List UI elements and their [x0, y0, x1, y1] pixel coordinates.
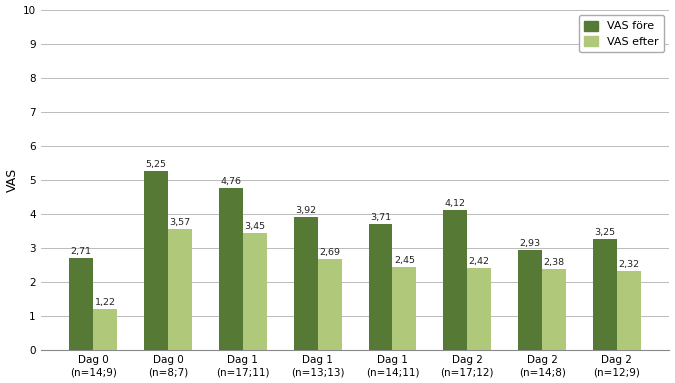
Text: 2,71: 2,71 — [71, 247, 92, 256]
Text: 2,69: 2,69 — [319, 247, 340, 257]
Bar — [518, 250, 542, 350]
Bar — [93, 309, 117, 350]
Text: 5,25: 5,25 — [146, 160, 167, 169]
Bar — [144, 171, 168, 350]
Bar — [542, 269, 566, 350]
Bar — [168, 229, 192, 350]
Text: 3,92: 3,92 — [295, 206, 317, 214]
Text: 2,38: 2,38 — [543, 258, 565, 267]
Legend: VAS före, VAS efter: VAS före, VAS efter — [579, 15, 664, 52]
Bar — [70, 258, 93, 350]
Bar — [443, 210, 467, 350]
Text: 3,71: 3,71 — [370, 213, 391, 222]
Text: 4,12: 4,12 — [445, 199, 466, 208]
Text: 1,22: 1,22 — [95, 298, 115, 306]
Text: 2,32: 2,32 — [618, 260, 639, 269]
Bar — [392, 267, 416, 350]
Bar — [467, 268, 491, 350]
Text: 2,42: 2,42 — [468, 257, 490, 266]
Bar — [219, 188, 243, 350]
Text: 2,93: 2,93 — [520, 239, 541, 248]
Bar — [318, 259, 342, 350]
Bar — [617, 271, 641, 350]
Text: 2,45: 2,45 — [394, 256, 415, 265]
Text: 4,76: 4,76 — [220, 177, 242, 186]
Bar — [294, 217, 318, 350]
Y-axis label: VAS: VAS — [5, 168, 18, 192]
Bar — [593, 239, 617, 350]
Text: 3,57: 3,57 — [169, 218, 190, 226]
Text: 3,45: 3,45 — [244, 222, 265, 231]
Bar — [243, 232, 267, 350]
Text: 3,25: 3,25 — [595, 228, 616, 237]
Bar — [369, 224, 392, 350]
